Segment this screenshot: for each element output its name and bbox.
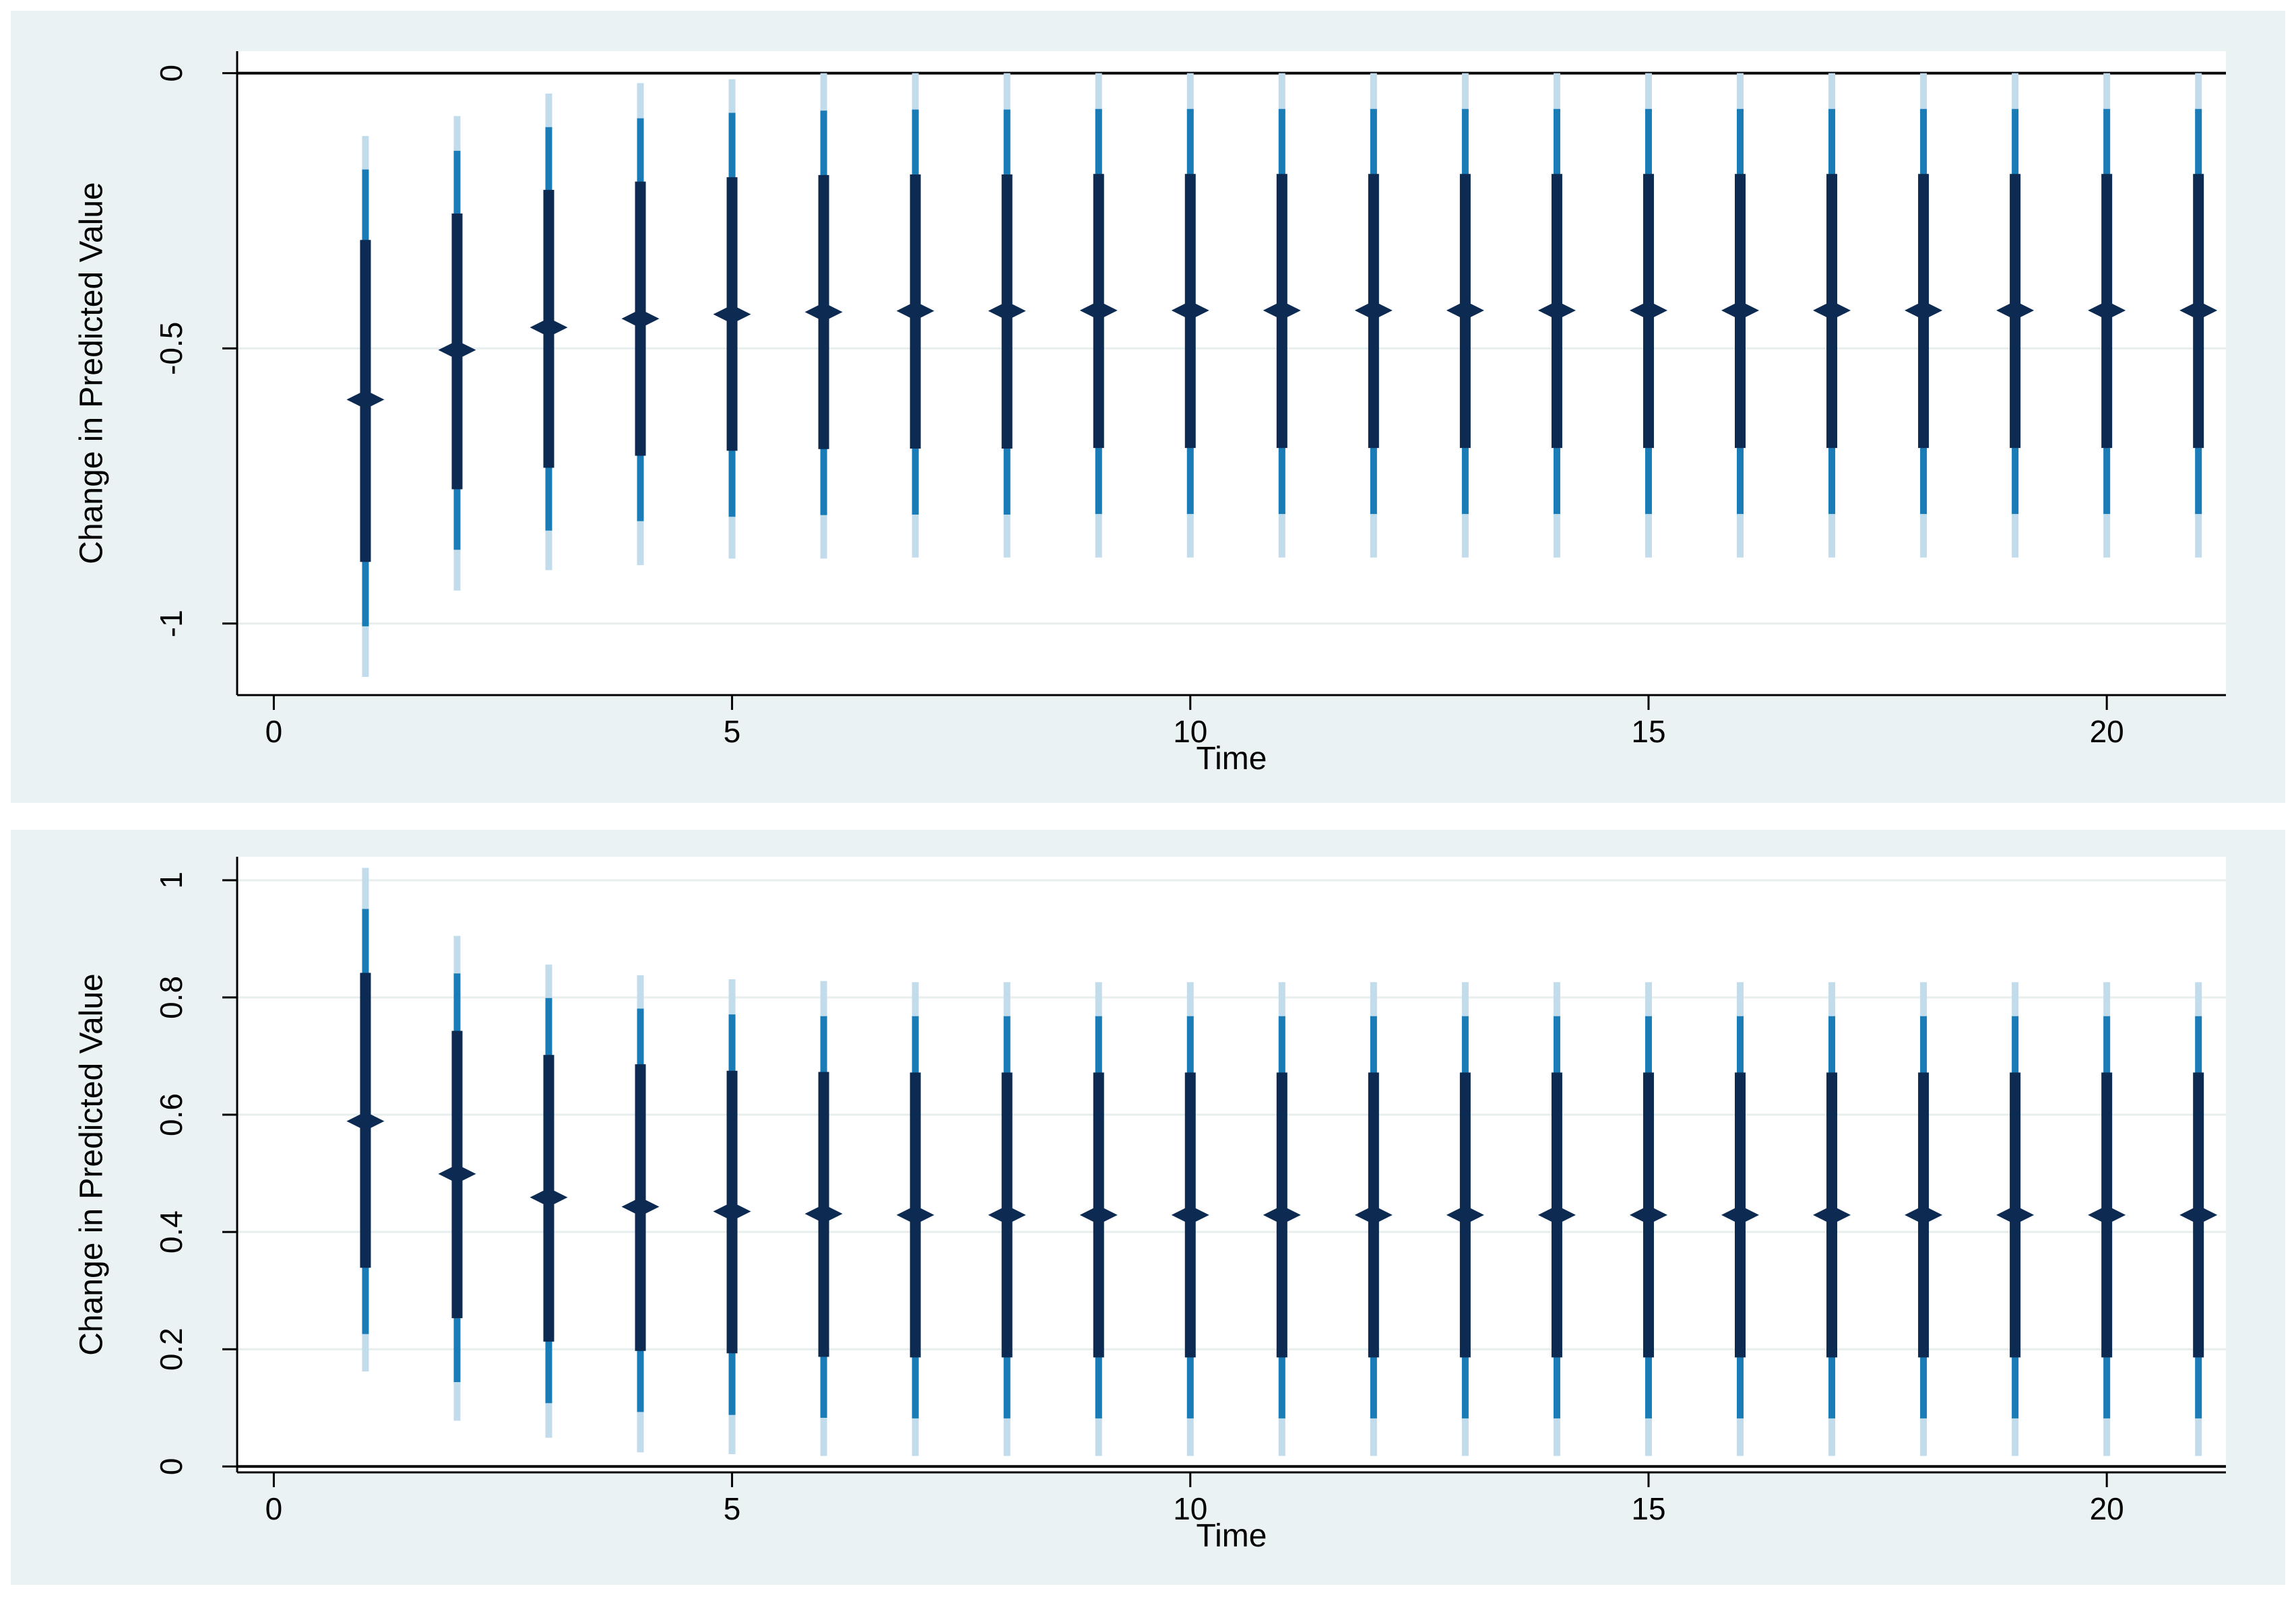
point-estimate	[804, 302, 843, 322]
x-tick-label: 10	[1173, 1491, 1207, 1526]
x-tick-label: 10	[1173, 714, 1207, 749]
point-estimate	[1537, 1205, 1576, 1224]
point-estimate	[438, 1164, 476, 1183]
y-tick-label: 1	[154, 872, 189, 889]
chart-top-svg: 0 -0.5 -1 0 5 10 15 20 Time Change in Predicted V…	[74, 51, 2226, 777]
y-tick-label: -0.5	[154, 322, 189, 375]
y-axis-title: Change in Predicted Value	[74, 973, 110, 1356]
point-estimate	[1905, 300, 1943, 320]
y-tick-label: -1	[154, 610, 189, 637]
x-tick-label: 15	[1631, 1491, 1665, 1526]
point-estimate	[1813, 300, 1851, 320]
x-tick-label: 5	[724, 1491, 741, 1526]
plot-area	[237, 51, 2226, 695]
plot-area	[237, 857, 2226, 1472]
y-tick-label: 0	[154, 1458, 189, 1475]
x-tick-label: 0	[265, 1491, 283, 1526]
point-estimate	[621, 309, 660, 329]
point-estimate	[1905, 1205, 1943, 1224]
point-estimate	[1171, 1205, 1209, 1224]
point-estimate	[1996, 1205, 2035, 1224]
point-estimate	[988, 1205, 1026, 1224]
point-estimate	[1537, 300, 1576, 320]
point-estimate	[1079, 300, 1118, 320]
point-estimate	[804, 1204, 843, 1224]
point-estimate	[530, 318, 568, 337]
point-estimate	[713, 304, 751, 324]
point-estimate	[438, 340, 476, 360]
x-axis-title: Time	[1197, 741, 1267, 777]
point-estimate	[1354, 300, 1393, 320]
point-estimate	[1079, 1205, 1118, 1224]
point-estimate	[2179, 1205, 2218, 1224]
point-estimate	[346, 390, 385, 410]
point-estimate	[896, 301, 934, 321]
x-axis-title: Time	[1197, 1518, 1267, 1554]
point-estimate	[1354, 1205, 1393, 1224]
point-estimate	[1629, 1205, 1667, 1224]
point-estimate	[621, 1197, 660, 1216]
point-estimate	[1813, 1205, 1851, 1224]
y-tick-label: 0.8	[154, 976, 189, 1019]
y-tick-label: 0	[154, 65, 189, 82]
point-estimate	[1629, 300, 1667, 320]
x-tick-label: 5	[724, 714, 741, 749]
point-estimate	[1263, 300, 1301, 320]
chart-panel-bottom: 0 0.2 0.4 0.6 0.8 1 0 5 10 15 20 Time Change in Pred…	[11, 830, 2285, 1585]
point-estimate	[1263, 1205, 1301, 1224]
point-estimate	[2179, 300, 2218, 320]
point-estimate	[713, 1202, 751, 1221]
point-estimate	[1171, 300, 1209, 320]
x-tick-label: 20	[2090, 1491, 2124, 1526]
point-estimate	[530, 1187, 568, 1207]
point-estimate	[896, 1205, 934, 1224]
x-tick-label: 0	[265, 714, 283, 749]
x-tick-label: 15	[1631, 714, 1665, 749]
point-estimate	[1996, 300, 2035, 320]
point-estimate	[1721, 300, 1760, 320]
chart-panel-top: 0 -0.5 -1 0 5 10 15 20 Time Change in Predicted V…	[11, 11, 2285, 803]
y-tick-label: 0.6	[154, 1093, 189, 1136]
y-tick-label: 0.2	[154, 1328, 189, 1371]
x-tick-label: 20	[2090, 714, 2124, 749]
y-axis-title: Change in Predicted Value	[74, 182, 110, 564]
point-estimate	[2088, 300, 2126, 320]
point-estimate	[2088, 1205, 2126, 1224]
y-tick-label: 0.4	[154, 1210, 189, 1253]
point-estimate	[346, 1111, 385, 1131]
point-estimate	[1446, 1205, 1484, 1224]
point-estimate	[1446, 300, 1484, 320]
point-estimate	[988, 301, 1026, 321]
point-estimate	[1721, 1205, 1760, 1224]
